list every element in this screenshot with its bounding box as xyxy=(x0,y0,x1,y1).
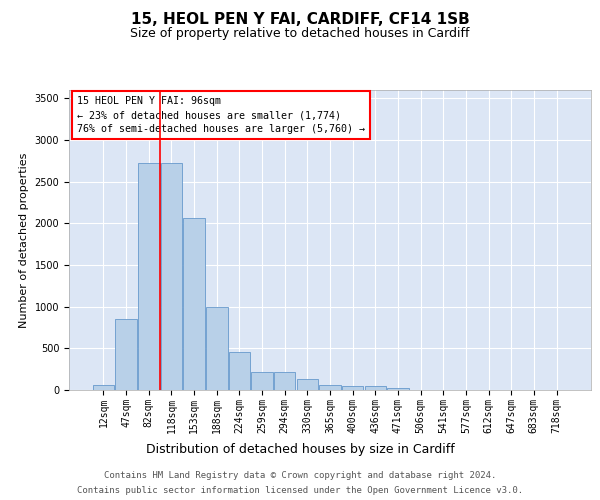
Bar xyxy=(387,388,409,390)
Text: 15 HEOL PEN Y FAI: 96sqm
← 23% of detached houses are smaller (1,774)
76% of sem: 15 HEOL PEN Y FAI: 96sqm ← 23% of detach… xyxy=(77,96,365,134)
Bar xyxy=(184,218,205,390)
Bar xyxy=(229,352,250,390)
Text: Distribution of detached houses by size in Cardiff: Distribution of detached houses by size … xyxy=(146,442,454,456)
Bar xyxy=(206,306,227,390)
Text: Size of property relative to detached houses in Cardiff: Size of property relative to detached ho… xyxy=(130,28,470,40)
Bar xyxy=(365,386,386,390)
Bar xyxy=(251,372,273,390)
Bar xyxy=(161,164,182,390)
Text: Contains HM Land Registry data © Crown copyright and database right 2024.: Contains HM Land Registry data © Crown c… xyxy=(104,471,496,480)
Bar xyxy=(138,164,160,390)
Bar xyxy=(93,385,114,390)
Bar xyxy=(115,319,137,390)
Y-axis label: Number of detached properties: Number of detached properties xyxy=(19,152,29,328)
Bar xyxy=(274,372,295,390)
Bar xyxy=(342,386,364,390)
Bar xyxy=(296,379,318,390)
Text: 15, HEOL PEN Y FAI, CARDIFF, CF14 1SB: 15, HEOL PEN Y FAI, CARDIFF, CF14 1SB xyxy=(131,12,469,28)
Bar xyxy=(319,385,341,390)
Text: Contains public sector information licensed under the Open Government Licence v3: Contains public sector information licen… xyxy=(77,486,523,495)
